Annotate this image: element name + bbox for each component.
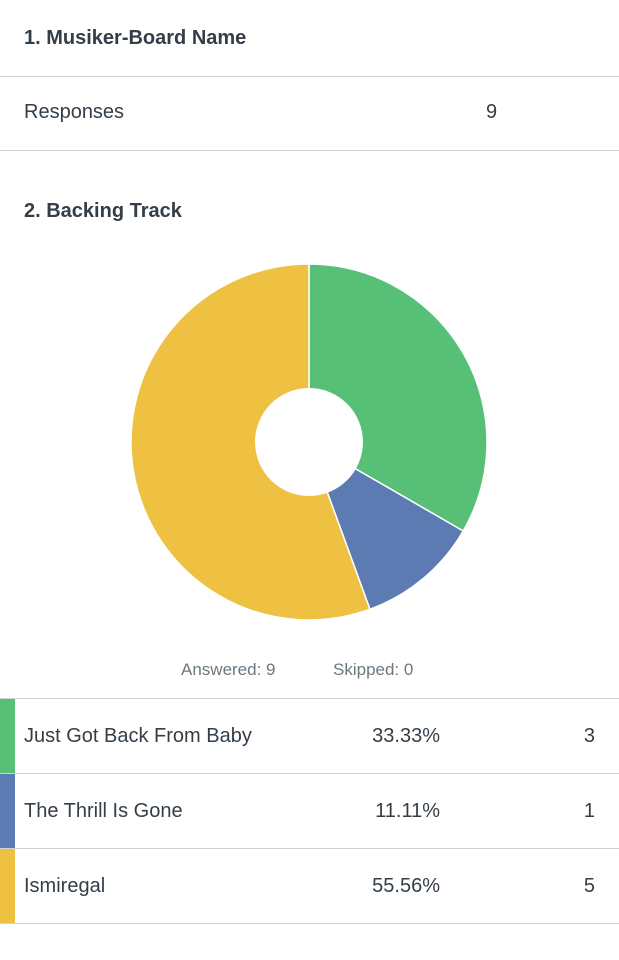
answer-table: Just Got Back From Baby 33.33% 3 The Thr… — [0, 698, 619, 924]
responses-count: 9 — [486, 101, 498, 123]
answer-percent: 55.56% — [372, 875, 440, 897]
responses-row: Responses 9 — [0, 77, 619, 151]
legend-swatch — [0, 699, 15, 773]
answer-label: The Thrill Is Gone — [24, 800, 183, 822]
pie-slice-ismiregal — [130, 263, 371, 621]
pie-slice-the-thrill-is-gone — [307, 440, 465, 611]
question-1-header: 1. Musiker-Board Name — [0, 0, 619, 77]
answer-count: 3 — [583, 725, 595, 747]
answer-percent: 11.11% — [375, 800, 440, 822]
answer-percent: 33.33% — [372, 725, 440, 747]
donut-hole — [255, 388, 363, 496]
question-1-title: 1. Musiker-Board Name — [24, 27, 247, 49]
responses-label: Responses — [24, 101, 125, 123]
answer-row-just-got-back-from-baby: Just Got Back From Baby 33.33% 3 — [0, 699, 619, 774]
skipped-count: Skipped: 0 — [333, 660, 414, 679]
legend-swatch — [0, 774, 15, 848]
answer-count: 1 — [583, 800, 595, 822]
answer-count: 5 — [583, 875, 595, 897]
answer-row-ismiregal: Ismiregal 55.56% 5 — [0, 849, 619, 924]
answer-label: Just Got Back From Baby — [24, 725, 252, 747]
question-2-title: 2. Backing Track — [24, 200, 182, 222]
answer-label: Ismiregal — [24, 875, 106, 897]
answer-row-the-thrill-is-gone: The Thrill Is Gone 11.11% 1 — [0, 774, 619, 849]
answered-count: Answered: 9 — [181, 660, 276, 679]
backing-track-donut-chart — [130, 263, 488, 621]
legend-swatch — [0, 849, 15, 923]
